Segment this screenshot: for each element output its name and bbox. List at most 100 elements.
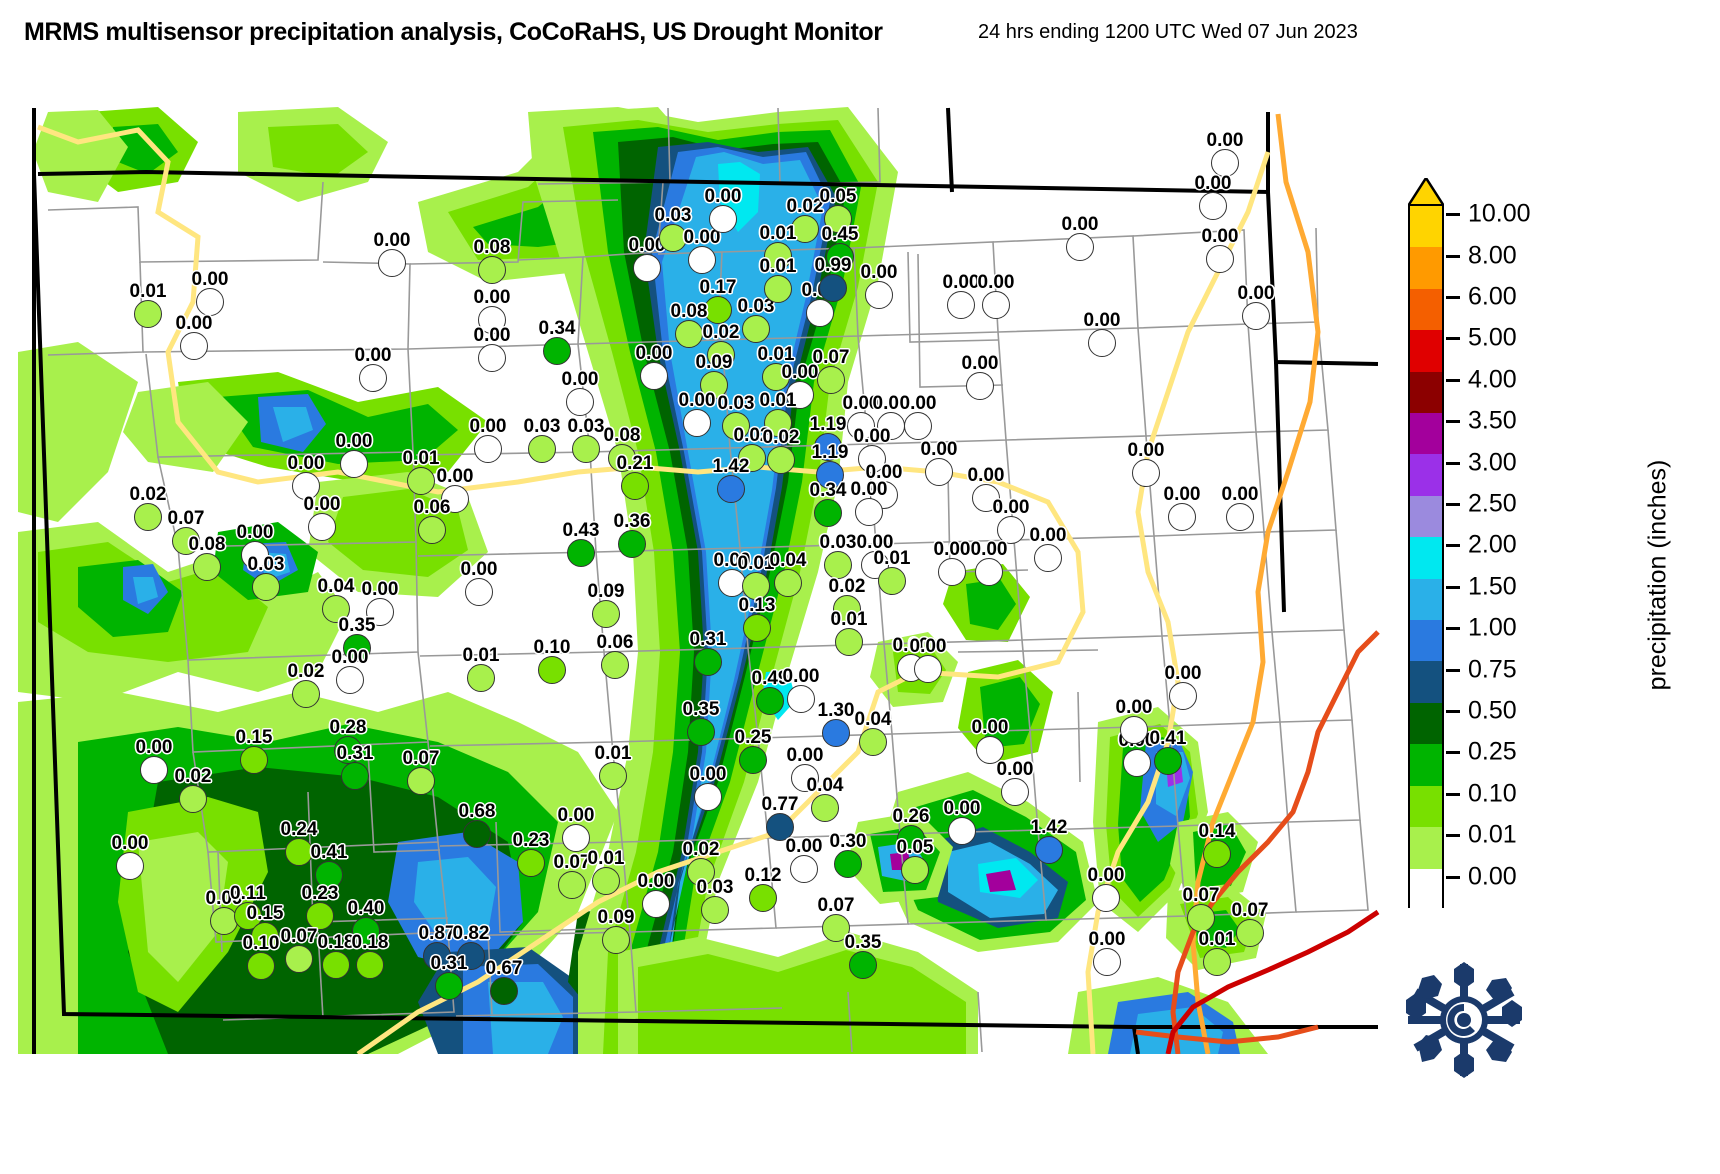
observation-marker[interactable] [904,412,932,440]
observation-marker[interactable] [787,685,815,713]
observation-marker[interactable] [423,942,451,970]
observation-marker[interactable] [790,855,818,883]
observation-marker[interactable] [878,567,906,595]
observation-marker[interactable] [687,718,715,746]
observation-marker[interactable] [997,516,1025,544]
observation-marker[interactable] [1066,233,1094,261]
observation-marker[interactable] [966,372,994,400]
observation-marker[interactable] [914,655,942,683]
observation-marker[interactable] [1187,904,1215,932]
observation-marker[interactable] [592,600,620,628]
observation-marker[interactable] [1203,840,1231,868]
observation-marker[interactable] [704,296,732,324]
observation-marker[interactable] [251,922,279,950]
observation-marker[interactable] [292,680,320,708]
observation-marker[interactable] [739,746,767,774]
observation-marker[interactable] [285,838,313,866]
observation-marker[interactable] [1211,149,1239,177]
observation-marker[interactable] [340,450,368,478]
observation-marker[interactable] [572,435,600,463]
observation-marker[interactable] [193,553,221,581]
observation-marker[interactable] [1123,749,1151,777]
observation-marker[interactable] [562,824,590,852]
observation-marker[interactable] [707,341,735,369]
observation-marker[interactable] [694,783,722,811]
precipitation-map[interactable]: 0.01 0.00 0.00 0.00 0.08 0.00 0.00 0.00 0.34 0.00… [18,52,1380,1054]
observation-marker[interactable] [642,890,670,918]
observation-marker[interactable] [816,461,844,489]
observation-marker[interactable] [1226,503,1254,531]
observation-marker[interactable] [756,687,784,715]
observation-marker[interactable] [767,446,795,474]
observation-marker[interactable] [1120,716,1148,744]
observation-marker[interactable] [972,484,1000,512]
observation-marker[interactable] [252,573,280,601]
observation-marker[interactable] [817,366,845,394]
observation-marker[interactable] [366,598,394,626]
observation-marker[interactable] [116,852,144,880]
observation-marker[interactable] [826,243,854,271]
observation-marker[interactable] [834,850,862,878]
observation-marker[interactable] [897,825,925,853]
observation-marker[interactable] [134,300,162,328]
observation-marker[interactable] [877,412,905,440]
observation-marker[interactable] [241,541,269,569]
observation-marker[interactable] [791,215,819,243]
observation-marker[interactable] [738,444,766,472]
observation-marker[interactable] [315,861,343,889]
observation-marker[interactable] [322,951,350,979]
observation-marker[interactable] [343,634,371,662]
observation-marker[interactable] [743,614,771,642]
observation-marker[interactable] [1035,836,1063,864]
observation-marker[interactable] [1203,948,1231,976]
observation-marker[interactable] [975,558,1003,586]
observation-marker[interactable] [1092,884,1120,912]
observation-marker[interactable] [602,926,630,954]
observation-marker[interactable] [865,281,893,309]
observation-marker[interactable] [858,445,886,473]
observation-marker[interactable] [543,337,571,365]
observation-marker[interactable] [948,817,976,845]
observation-marker[interactable] [359,364,387,392]
observation-marker[interactable] [467,664,495,692]
observation-marker[interactable] [341,762,369,790]
observation-marker[interactable] [517,849,545,877]
observation-marker[interactable] [336,666,364,694]
observation-marker[interactable] [1132,459,1160,487]
observation-marker[interactable] [835,628,863,656]
observation-marker[interactable] [478,344,506,372]
observation-marker[interactable] [722,412,750,440]
observation-marker[interactable] [855,498,883,526]
observation-marker[interactable] [356,951,384,979]
observation-marker[interactable] [774,569,802,597]
observation-marker[interactable] [292,472,320,500]
observation-marker[interactable] [566,388,594,416]
observation-marker[interactable] [352,917,380,945]
observation-marker[interactable] [709,205,737,233]
observation-marker[interactable] [976,736,1004,764]
observation-marker[interactable] [764,242,792,270]
observation-marker[interactable] [700,371,728,399]
observation-marker[interactable] [766,813,794,841]
observation-marker[interactable] [441,485,469,513]
observation-marker[interactable] [694,648,722,676]
observation-marker[interactable] [814,433,842,461]
observation-marker[interactable] [814,499,842,527]
observation-marker[interactable] [618,530,646,558]
observation-marker[interactable] [1088,329,1116,357]
observation-marker[interactable] [1242,302,1270,330]
observation-marker[interactable] [285,945,313,973]
observation-marker[interactable] [140,756,168,784]
observation-marker[interactable] [901,856,929,884]
observation-marker[interactable] [847,412,875,440]
observation-marker[interactable] [982,291,1010,319]
observation-marker[interactable] [322,595,350,623]
observation-marker[interactable] [567,539,595,567]
observation-marker[interactable] [762,363,790,391]
observation-marker[interactable] [659,224,687,252]
observation-marker[interactable] [1034,544,1062,572]
observation-marker[interactable] [1199,192,1227,220]
observation-marker[interactable] [742,315,770,343]
observation-marker[interactable] [601,651,629,679]
observation-marker[interactable] [474,435,502,463]
